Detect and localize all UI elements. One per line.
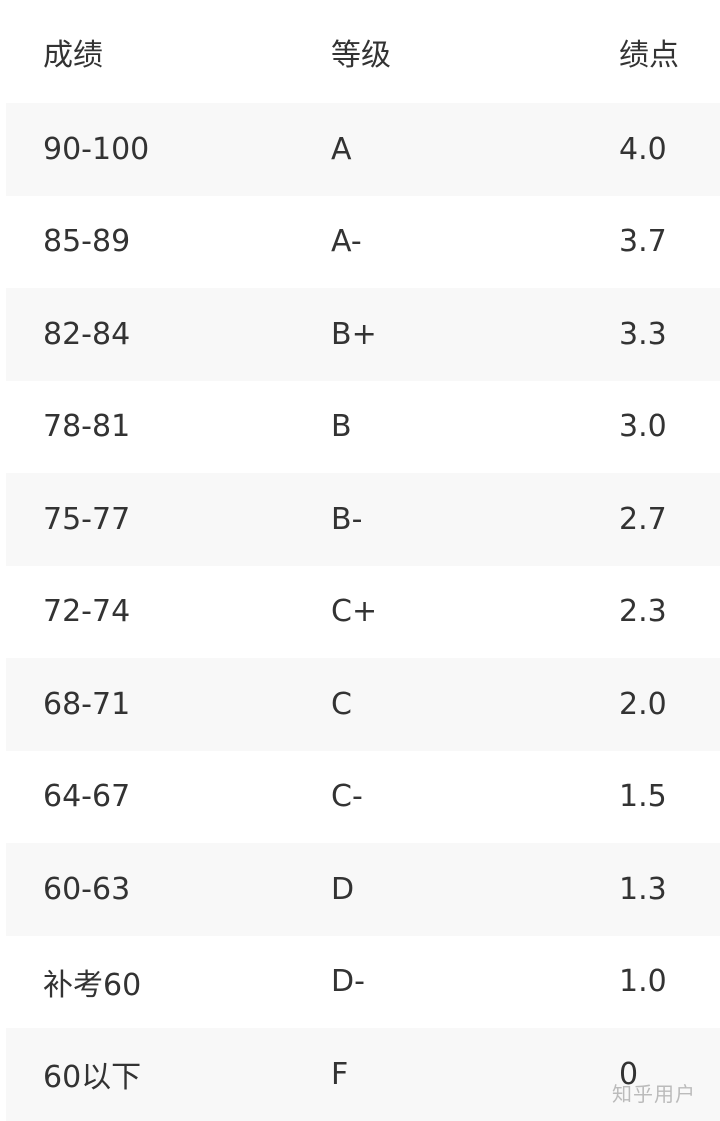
- cell-score: 64-67: [43, 779, 131, 815]
- table-row: 60以下 F 0: [6, 1028, 720, 1121]
- watermark: 知乎用户: [612, 1082, 696, 1106]
- cell-gpa: 1.3: [619, 871, 667, 907]
- cell-gpa: 2.7: [619, 501, 667, 537]
- cell-grade: D: [331, 871, 355, 907]
- table-row: 78-81 B 3.0: [6, 381, 720, 474]
- cell-gpa: 3.0: [619, 409, 667, 445]
- cell-gpa: 3.3: [619, 316, 667, 352]
- table-row: 90-100 A 4.0: [6, 103, 720, 196]
- cell-gpa: 1.0: [619, 964, 667, 1000]
- cell-grade: B-: [331, 501, 363, 537]
- cell-grade: A-: [331, 224, 362, 260]
- table-row: 75-77 B- 2.7: [6, 473, 720, 566]
- cell-score: 补考60: [43, 967, 142, 1003]
- cell-score: 72-74: [43, 594, 131, 630]
- cell-grade: F: [331, 1056, 349, 1092]
- cell-grade: D-: [331, 964, 365, 1000]
- cell-grade: B+: [331, 316, 377, 352]
- cell-score: 82-84: [43, 316, 131, 352]
- cell-score: 75-77: [43, 501, 131, 537]
- table-row: 82-84 B+ 3.3: [6, 288, 720, 381]
- cell-grade: B: [331, 409, 352, 445]
- table-row: 68-71 C 2.0: [6, 658, 720, 751]
- cell-grade: C-: [331, 779, 363, 815]
- header-score: 成绩: [43, 37, 103, 73]
- cell-grade: A: [331, 131, 352, 167]
- cell-score: 68-71: [43, 686, 131, 722]
- table-row: 64-67 C- 1.5: [6, 751, 720, 844]
- cell-score: 78-81: [43, 409, 131, 445]
- cell-gpa: 3.7: [619, 224, 667, 260]
- cell-score: 60-63: [43, 871, 131, 907]
- cell-gpa: 4.0: [619, 131, 667, 167]
- cell-score: 85-89: [43, 224, 131, 260]
- header-gpa: 绩点: [619, 37, 679, 73]
- cell-score: 60以下: [43, 1060, 142, 1096]
- cell-gpa: 0: [619, 1056, 639, 1092]
- header-grade: 等级: [331, 37, 391, 73]
- cell-grade: C+: [331, 594, 378, 630]
- cell-gpa: 1.5: [619, 779, 667, 815]
- table-row: 85-89 A- 3.7: [6, 196, 720, 289]
- table-row: 补考60 D- 1.0: [6, 936, 720, 1029]
- cell-gpa: 2.0: [619, 686, 667, 722]
- table-header: 成绩 等级 绩点: [6, 0, 720, 103]
- table-row: 72-74 C+ 2.3: [6, 566, 720, 659]
- cell-gpa: 2.3: [619, 594, 667, 630]
- cell-grade: C: [331, 686, 352, 722]
- cell-score: 90-100: [43, 131, 150, 167]
- table-row: 60-63 D 1.3: [6, 843, 720, 936]
